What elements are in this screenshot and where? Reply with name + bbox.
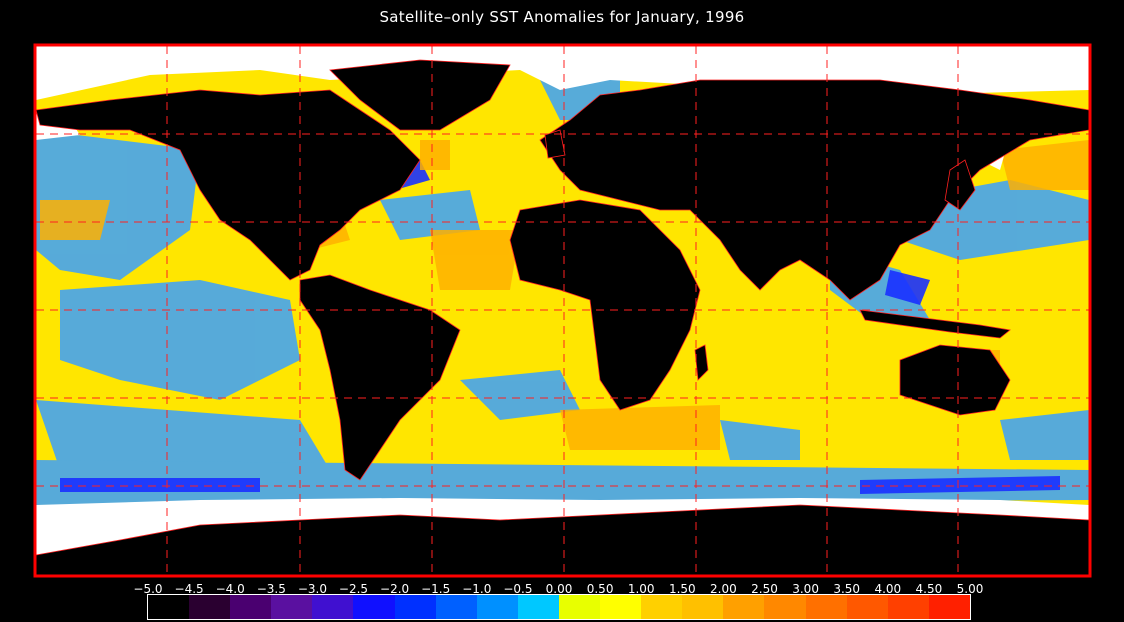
colorbar-tick-label: −2.0 — [380, 582, 410, 596]
colorbar-swatch — [353, 595, 395, 619]
colorbar-swatch — [394, 595, 436, 619]
north-america — [36, 89, 421, 281]
map-frame — [33, 43, 1092, 578]
graticule — [36, 46, 1089, 575]
colorbar-tick-label: −3.5 — [256, 582, 286, 596]
colorbar-swatch — [148, 595, 190, 619]
colorbar-swatch — [189, 595, 231, 619]
south-america — [299, 274, 461, 481]
land — [36, 59, 1089, 575]
colorbar-tick-label: 2.50 — [751, 582, 778, 596]
colorbar-tick-label: 5.00 — [956, 582, 984, 596]
colorbar-tick-label: −1.0 — [462, 582, 492, 596]
colorbar-tick-label: −3.0 — [297, 582, 327, 596]
colorbar-tick-label: 2.00 — [710, 582, 737, 596]
colorbar-tick-label: 4.50 — [915, 582, 943, 596]
indonesia — [859, 309, 1011, 339]
colorbar-swatch — [230, 595, 272, 619]
africa — [509, 199, 701, 411]
colorbar-tick-label: 0.50 — [586, 582, 614, 596]
japan — [944, 159, 976, 211]
colorbar-tick-label: 1.50 — [668, 582, 696, 596]
colorbar-swatch — [312, 595, 354, 619]
colorbar-tick-label: −5.0 — [133, 582, 163, 596]
colorbar-swatch — [682, 595, 724, 619]
colorbar-swatch — [600, 595, 642, 619]
colorbar-tick-label: 0.00 — [545, 582, 573, 596]
madagascar — [694, 344, 709, 381]
colorbar-swatch — [805, 595, 847, 619]
colorbar-swatch — [846, 595, 888, 619]
greenland — [329, 59, 511, 131]
colorbar — [147, 594, 971, 620]
map-title: Satellite–only SST Anomalies for January… — [379, 8, 745, 26]
colorbar-tick-label: −4.5 — [174, 582, 204, 596]
colorbar-swatch — [517, 595, 559, 619]
colorbar-swatch — [641, 595, 683, 619]
eurasia — [539, 79, 1089, 301]
colorbar-tick-label: 3.50 — [833, 582, 861, 596]
sst-anomaly-map — [33, 43, 1092, 578]
colorbar-swatch — [271, 595, 313, 619]
uk — [544, 129, 566, 159]
colorbar-swatch — [887, 595, 929, 619]
colorbar-tick-label: 1.00 — [627, 582, 655, 596]
colorbar-swatch — [435, 595, 477, 619]
antarctica — [36, 504, 1089, 575]
colorbar-swatch — [723, 595, 765, 619]
colorbar-tick-label: −2.5 — [338, 582, 369, 596]
colorbar-tick-label: 4.00 — [874, 582, 902, 596]
colorbar-swatch — [476, 595, 518, 619]
colorbar-tick-label: −1.5 — [421, 582, 451, 596]
colorbar-tick-label: −4.0 — [215, 582, 245, 596]
colorbar-swatch — [558, 595, 601, 619]
colorbar-swatch — [928, 595, 970, 619]
colorbar-tick-label: −0.5 — [503, 582, 533, 596]
colorbar-tick-label: 3.00 — [792, 582, 819, 596]
colorbar-swatch — [764, 595, 806, 619]
colorbar-tick-labels: −5.0 −4.5 −4.0 −3.5 −3.0 −2.5 −2.0 −1.5 −1.0 −0.5… — [0, 582, 1124, 596]
